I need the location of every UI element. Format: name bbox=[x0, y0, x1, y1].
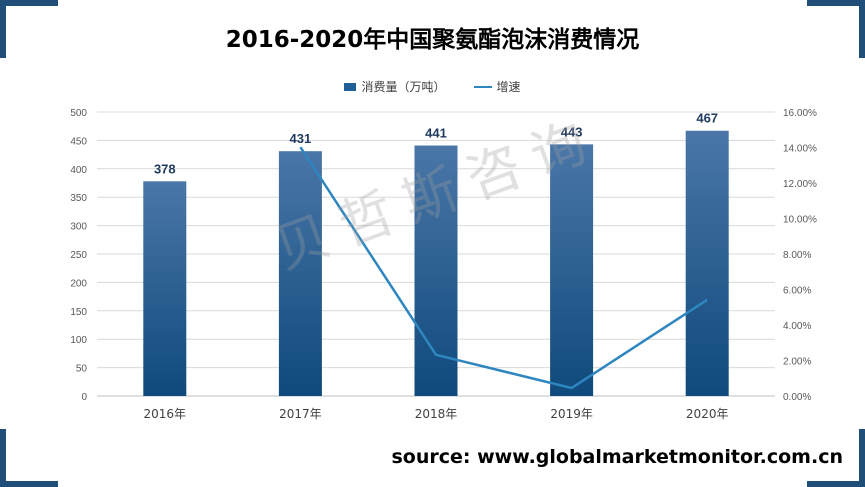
y-right-tick-label: 16.00% bbox=[783, 108, 817, 119]
y-left-tick-label: 100 bbox=[70, 335, 87, 346]
growth-line bbox=[299, 146, 708, 390]
corner-decoration-top-right bbox=[859, 0, 865, 58]
bar bbox=[550, 144, 594, 396]
bar-data-label: 467 bbox=[696, 111, 718, 126]
y-left-tick-label: 300 bbox=[70, 222, 87, 233]
legend-label-consumption: 消费量（万吨） bbox=[361, 80, 446, 94]
bar bbox=[143, 181, 187, 396]
y-left-tick-label: 0 bbox=[81, 392, 87, 403]
y-right-tick-label: 4.00% bbox=[783, 321, 811, 332]
corner-decoration-bottom-right bbox=[807, 481, 865, 487]
legend-swatch-bar bbox=[344, 82, 357, 91]
y-right-tick-label: 8.00% bbox=[783, 250, 811, 261]
corner-decoration-bottom-left bbox=[0, 429, 6, 487]
legend-label-growth: 增速 bbox=[496, 80, 521, 94]
y-right-tick-label: 14.00% bbox=[783, 144, 817, 155]
bar-data-label: 431 bbox=[290, 131, 312, 146]
y-left-tick-label: 350 bbox=[70, 193, 87, 204]
y-right-tick-label: 0.00% bbox=[783, 392, 811, 403]
corner-decoration-top-left bbox=[0, 0, 58, 6]
x-tick-label: 2017年 bbox=[279, 407, 322, 421]
y-left-tick-label: 450 bbox=[70, 136, 87, 147]
corner-decoration-top-right bbox=[807, 0, 865, 6]
y-left-tick-label: 200 bbox=[70, 278, 87, 289]
y-left-tick-label: 500 bbox=[70, 108, 87, 119]
legend-item-consumption: 消费量（万吨） bbox=[344, 78, 446, 95]
y-right-tick-label: 6.00% bbox=[783, 286, 811, 297]
corner-decoration-bottom-right bbox=[859, 429, 865, 487]
y-left-tick-label: 150 bbox=[70, 307, 87, 318]
corner-decoration-bottom-left bbox=[0, 481, 58, 487]
y-right-tick-label: 2.00% bbox=[783, 357, 811, 368]
corner-decoration-top-left bbox=[0, 0, 6, 58]
x-tick-label: 2020年 bbox=[686, 407, 729, 421]
y-right-tick-label: 12.00% bbox=[783, 179, 817, 190]
x-tick-label: 2019年 bbox=[550, 407, 593, 421]
chart-legend: 消费量（万吨） 增速 bbox=[0, 78, 865, 95]
legend-swatch-line bbox=[473, 85, 492, 88]
bar bbox=[278, 151, 322, 396]
legend-item-growth: 增速 bbox=[473, 78, 521, 95]
x-tick-label: 2016年 bbox=[144, 407, 187, 421]
y-left-tick-label: 400 bbox=[70, 165, 87, 176]
chart-title: 2016-2020年中国聚氨酯泡沫消费情况 bbox=[225, 27, 640, 53]
source-credit: source: www.globalmarketmonitor.com.cn bbox=[391, 446, 844, 468]
bar-data-label: 443 bbox=[561, 124, 583, 139]
bar-data-label: 441 bbox=[425, 126, 447, 141]
bar bbox=[685, 130, 729, 396]
y-left-tick-label: 250 bbox=[70, 250, 87, 261]
y-right-tick-label: 10.00% bbox=[783, 215, 817, 226]
y-left-tick-label: 50 bbox=[76, 364, 88, 375]
bar-data-label: 378 bbox=[154, 161, 176, 176]
x-tick-label: 2018年 bbox=[415, 407, 458, 421]
